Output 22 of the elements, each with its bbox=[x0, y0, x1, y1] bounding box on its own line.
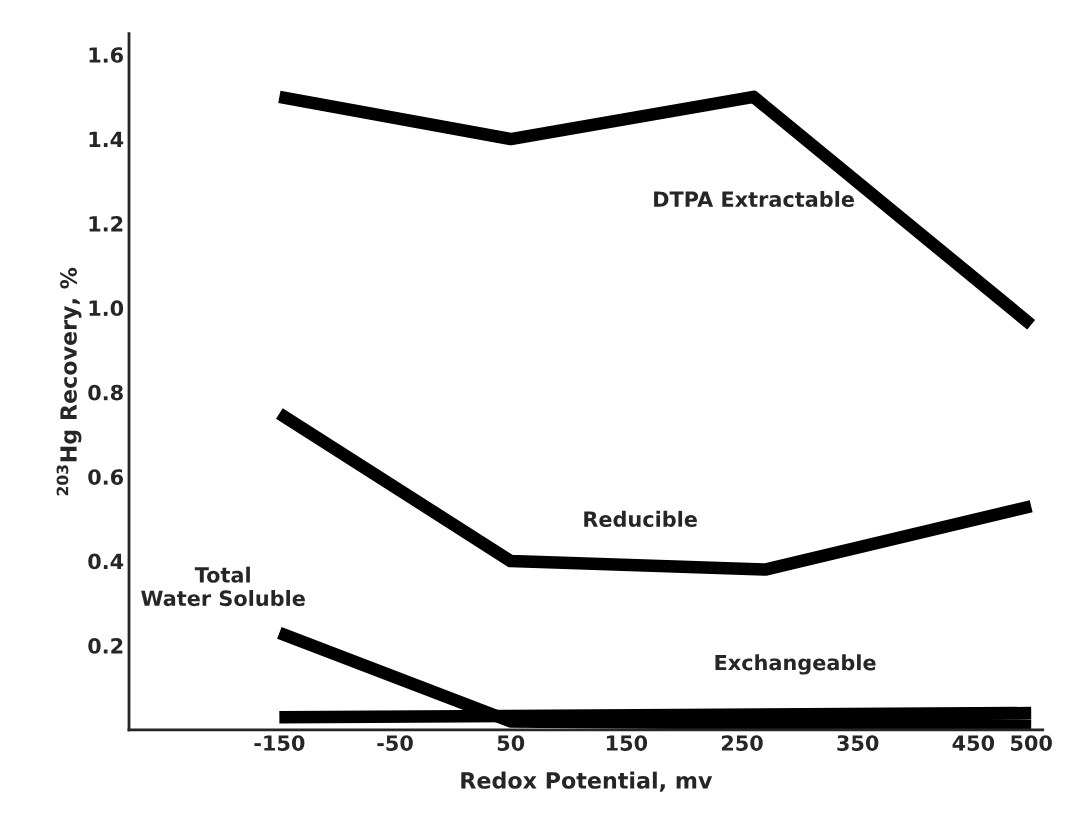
y-tick-label: 1.6 bbox=[89, 47, 124, 63]
series-label: Total Water Soluble bbox=[141, 566, 305, 607]
x-tick-label: -50 bbox=[377, 735, 413, 751]
y-axis-title: $^{203}$Hg Recovery, % bbox=[56, 267, 82, 496]
y-tick-label: 0.2 bbox=[88, 637, 123, 654]
y-tick-label: 1.4 bbox=[89, 131, 124, 147]
x-tick-label: 250 bbox=[721, 735, 763, 751]
x-tick-label: 450 bbox=[952, 735, 995, 751]
y-tick-label: 1.0 bbox=[89, 300, 124, 317]
series-label: DTPA Extractable bbox=[654, 190, 854, 208]
y-tick-label: 0.6 bbox=[88, 469, 124, 485]
series-label: Reducible bbox=[584, 510, 697, 527]
y-tick-label: 1.2 bbox=[89, 215, 123, 232]
x-tick-label: 500 bbox=[1011, 735, 1052, 751]
series-label: Exchangeable bbox=[715, 654, 876, 675]
x-tick-label: 350 bbox=[837, 735, 879, 751]
x-tick-label: 50 bbox=[497, 735, 525, 751]
y-tick-label: 0.8 bbox=[88, 384, 123, 401]
x-tick-label: -150 bbox=[254, 735, 305, 751]
y-tick-label: 0.4 bbox=[88, 553, 124, 570]
x-axis-title: Redox Potential, mv bbox=[461, 771, 713, 792]
x-tick-label: 150 bbox=[606, 735, 648, 751]
